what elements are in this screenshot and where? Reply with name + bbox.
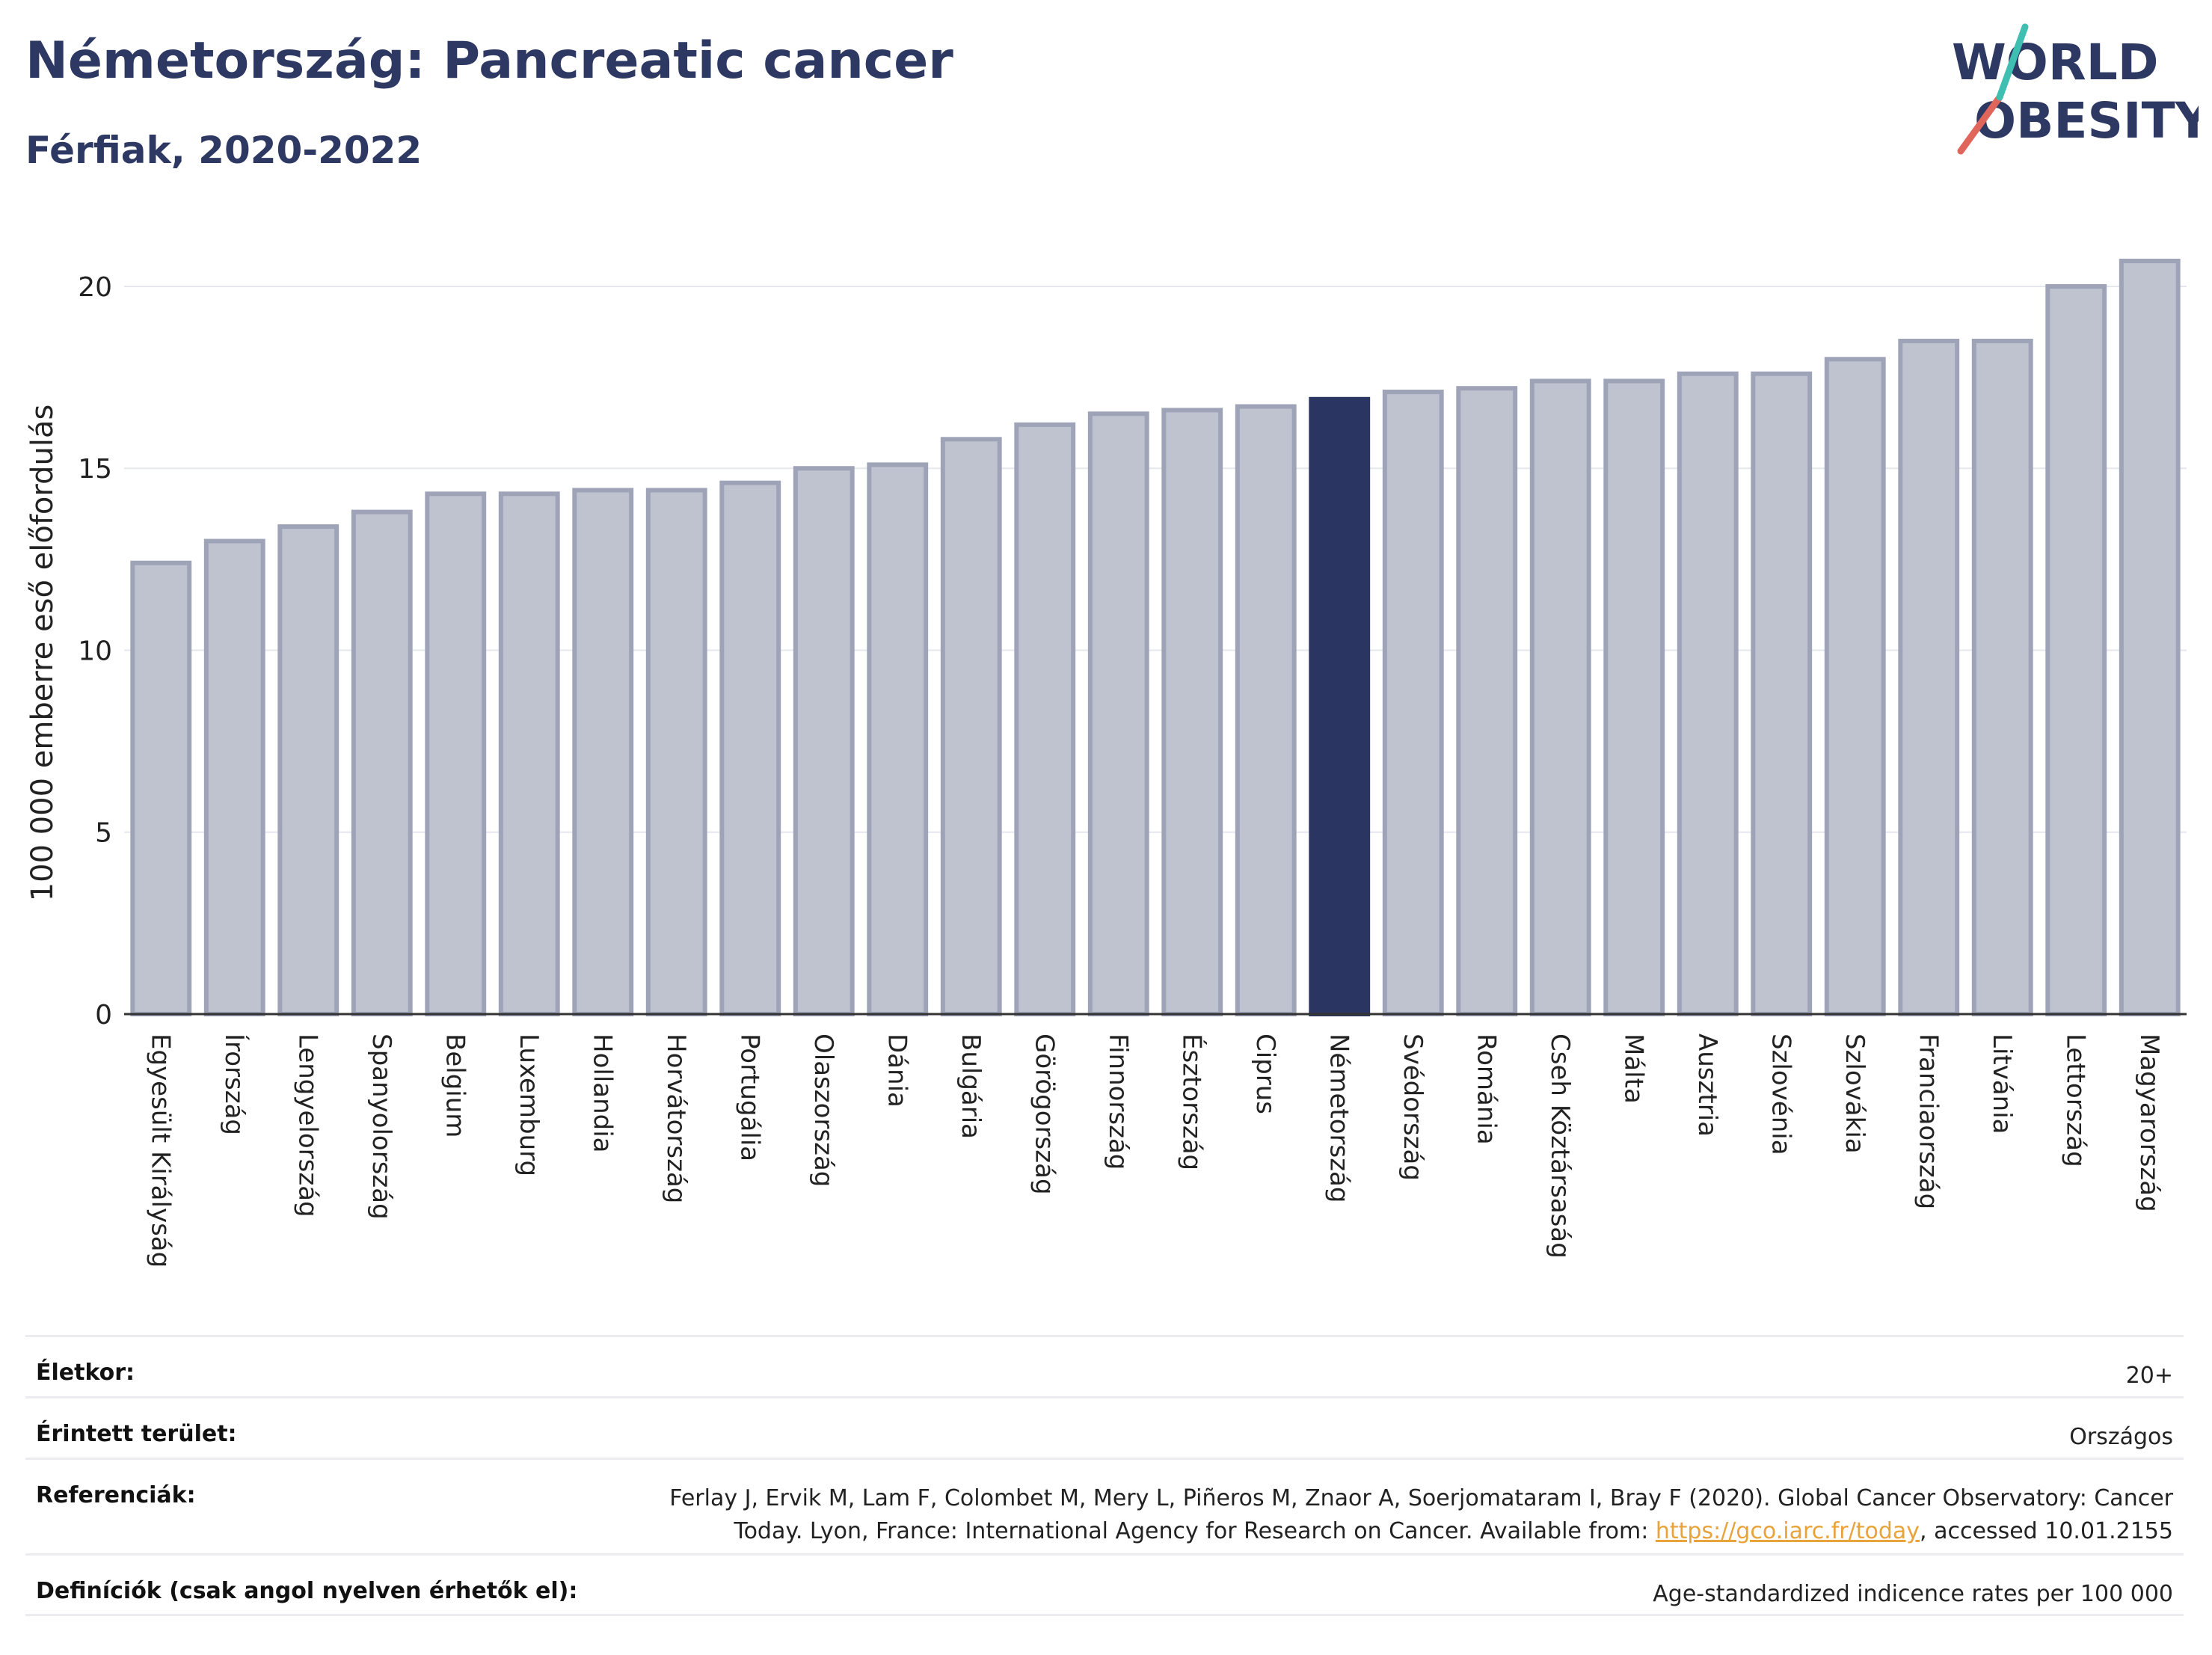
bar-chart: 0 5 10 15 20 Egyesült Királyság Írország Lengy…: [25, 258, 2187, 1268]
references-label: Referenciák:: [36, 1482, 196, 1508]
x-tick-label: Egyesült Királyság: [145, 1034, 175, 1268]
age-value: 20+: [2125, 1363, 2173, 1389]
bar-németország[interactable]: [1309, 396, 1371, 1016]
x-tick-label: Írország: [219, 1034, 250, 1135]
bar-dánia[interactable]: [867, 462, 929, 1016]
y-tick-label: 0: [95, 1000, 112, 1031]
bar-írország[interactable]: [203, 538, 265, 1016]
references-value: Ferlay J, Ervik M, Lam F, Colombet M, Me…: [669, 1482, 2173, 1548]
x-tick-labels: Egyesült Királyság Írország Lengyelország S…: [145, 1034, 2164, 1268]
x-tick-label: Cseh Köztársaság: [1545, 1034, 1575, 1259]
definitions-label: Definíciók (csak angol nyelven érhetők e…: [36, 1578, 578, 1604]
bar-cseh-köztársaság[interactable]: [1529, 378, 1591, 1016]
logo-slash-red: [1957, 93, 2003, 155]
x-tick-label: Finnország: [1103, 1034, 1133, 1170]
page-title: Németország: Pancreatic cancer: [25, 31, 953, 90]
meta-row-definitions: Definíciók (csak angol nyelven érhetők e…: [25, 1553, 2184, 1616]
y-axis-label: 100 000 emberre eső előfordulás: [25, 405, 60, 902]
bar-litvánia[interactable]: [1971, 338, 2033, 1016]
logo-line-1: WORLD: [1952, 34, 2159, 91]
x-tick-label: Szlovénia: [1766, 1034, 1795, 1155]
references-link[interactable]: https://gco.iarc.fr/today: [1655, 1518, 1920, 1544]
x-tick-label: Dánia: [882, 1034, 912, 1108]
x-tick-label: Észtország: [1176, 1034, 1207, 1170]
x-tick-label: Málta: [1618, 1034, 1648, 1104]
x-tick-label: Belgium: [440, 1034, 470, 1137]
x-tick-label: Portugália: [734, 1034, 764, 1161]
bar-lengyelország[interactable]: [277, 524, 340, 1016]
bar-egyesült-királyság[interactable]: [130, 560, 192, 1016]
meta-row-references: Referenciák: Ferlay J, Ervik M, Lam F, C…: [25, 1458, 2184, 1553]
bar-spanyolország[interactable]: [351, 509, 413, 1016]
bar-belgium[interactable]: [425, 491, 487, 1016]
bar-olaszország[interactable]: [793, 466, 855, 1016]
references-text-2: Today. Lyon, France: International Agenc…: [734, 1518, 1656, 1544]
y-tick-labels: 0 5 10 15 20: [78, 272, 112, 1031]
bar-málta[interactable]: [1603, 378, 1665, 1016]
x-tick-label: Ausztria: [1692, 1034, 1722, 1137]
x-tick-label: Hollandia: [587, 1034, 617, 1153]
bar-szlovákia[interactable]: [1824, 357, 1886, 1017]
y-tick-label: 20: [78, 272, 112, 303]
bars: [130, 258, 2181, 1017]
bar-horvátország[interactable]: [645, 488, 707, 1016]
area-value: Országos: [2069, 1424, 2173, 1450]
bar-bulgária[interactable]: [940, 437, 1002, 1016]
bar-ciprus[interactable]: [1235, 404, 1297, 1016]
x-tick-label: Litvánia: [1987, 1034, 2017, 1134]
world-obesity-logo: WORLD OBESITY: [1952, 23, 2199, 155]
x-tick-label: Ciprus: [1250, 1034, 1280, 1114]
page-subtitle: Férfiak, 2020-2022: [25, 129, 423, 172]
bar-finnország[interactable]: [1087, 411, 1149, 1016]
bar-hollandia[interactable]: [572, 488, 634, 1016]
area-label: Érintett terület:: [36, 1421, 237, 1447]
x-tick-label: Lettország: [2060, 1034, 2090, 1167]
bar-szlovénia[interactable]: [1751, 371, 1813, 1016]
x-tick-label: Lengyelország: [292, 1034, 322, 1218]
x-tick-label: Luxemburg: [514, 1034, 544, 1176]
x-tick-label: Olaszország: [808, 1034, 838, 1187]
bar-portugália[interactable]: [719, 480, 781, 1016]
age-label: Életkor:: [36, 1360, 135, 1386]
definitions-value: Age-standardized indicence rates per 100…: [1653, 1581, 2173, 1607]
x-tick-label: Franciaország: [1913, 1034, 1943, 1209]
meta-row-age: Életkor: 20+: [25, 1335, 2184, 1396]
references-text-3: , accessed 10.01.2155: [1920, 1518, 2173, 1544]
bar-lettország[interactable]: [2045, 283, 2107, 1016]
bar-görögország[interactable]: [1014, 422, 1076, 1016]
x-tick-label: Románia: [1471, 1034, 1501, 1145]
x-tick-label: Svédország: [1398, 1034, 1428, 1181]
logo-slash-teal: [1996, 23, 2029, 101]
bar-ausztria[interactable]: [1677, 371, 1739, 1016]
x-tick-label: Bulgária: [956, 1034, 986, 1139]
bar-svédország[interactable]: [1382, 390, 1444, 1016]
meta-row-area: Érintett terület: Országos: [25, 1396, 2184, 1458]
bar-észtország[interactable]: [1161, 408, 1223, 1016]
x-tick-label: Szlovákia: [1840, 1034, 1870, 1154]
x-tick-label: Horvátország: [661, 1034, 691, 1203]
x-tick-label: Németország: [1324, 1034, 1354, 1203]
y-tick-label: 5: [95, 818, 112, 849]
y-tick-label: 10: [78, 636, 112, 666]
bar-románia[interactable]: [1456, 386, 1518, 1016]
y-tick-label: 15: [78, 454, 112, 485]
x-tick-label: Spanyolország: [366, 1034, 396, 1220]
references-text-1: Ferlay J, Ervik M, Lam F, Colombet M, Me…: [669, 1485, 2173, 1511]
logo-line-2: OBESITY: [1974, 92, 2199, 150]
bar-luxemburg[interactable]: [498, 491, 560, 1016]
x-tick-label: Magyarország: [2134, 1034, 2164, 1212]
bar-franciaország[interactable]: [1898, 338, 1960, 1016]
metadata-table: Életkor: 20+ Érintett terület: Országos …: [25, 1335, 2184, 1616]
x-tick-label: Görögország: [1029, 1034, 1059, 1195]
bar-magyarország[interactable]: [2119, 258, 2181, 1016]
